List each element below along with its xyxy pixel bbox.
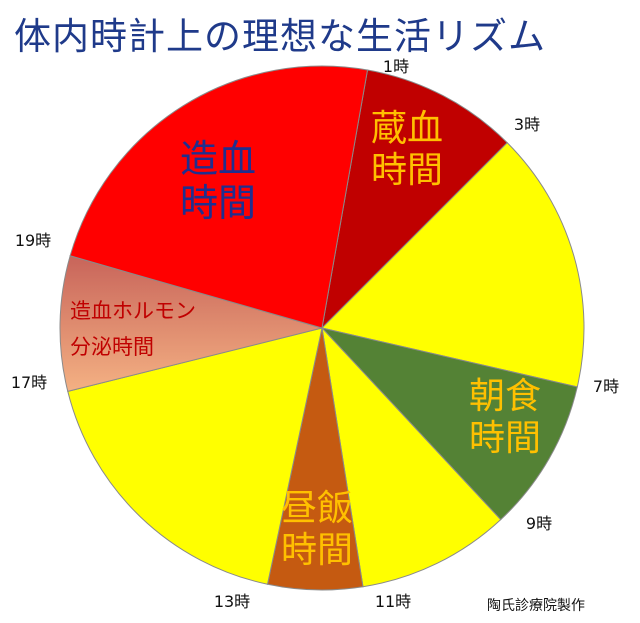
tick-label: 9時 [526, 514, 552, 533]
tick-label: 17時 [11, 373, 47, 392]
tick-label: 11時 [375, 592, 411, 611]
tick-label: 7時 [593, 377, 619, 396]
tick-label: 13時 [214, 592, 250, 611]
pie-slice [67, 327, 323, 585]
tick-label: 19時 [15, 231, 51, 250]
pie-slice [321, 142, 585, 388]
slice-label: 蔵血時間 [371, 108, 443, 191]
credit-text: 陶氏診療院製作 [487, 598, 585, 614]
slice-label: 朝食時間 [469, 376, 541, 459]
pie-slice [321, 69, 508, 330]
chart-title: 体内時計上の理想な生活リズム [14, 15, 546, 58]
tick-label: 1時 [383, 57, 409, 76]
slice-label: 造血ホルモン分泌時間 [70, 299, 196, 359]
tick-label: 3時 [514, 115, 540, 134]
pie-slice [321, 326, 502, 588]
pie-slice [320, 327, 578, 521]
pie-slice [69, 65, 369, 329]
slice-label: 造血時間 [180, 137, 256, 225]
pie-slice [59, 255, 324, 392]
slice-label: 昼飯時間 [281, 488, 353, 571]
